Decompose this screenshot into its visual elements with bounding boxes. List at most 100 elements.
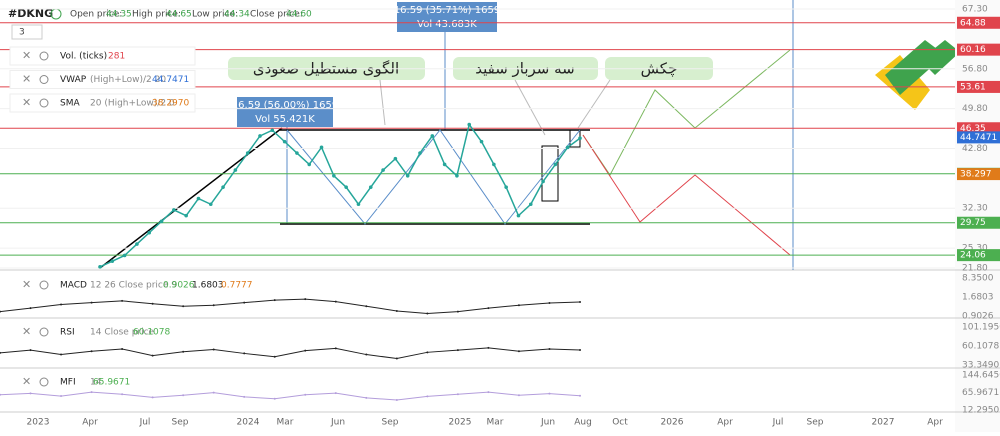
panel-tick: 8.3500 — [962, 274, 994, 284]
price-point — [307, 162, 312, 167]
mfi-point — [0, 393, 1, 396]
macd-point — [273, 299, 276, 302]
price-point — [356, 202, 361, 207]
x-tick-label: Mar — [487, 418, 504, 428]
rsi-point — [151, 354, 154, 357]
price-point — [393, 156, 398, 161]
rsi-point — [90, 350, 93, 353]
interval-value[interactable]: 3 — [19, 28, 25, 38]
settings-icon[interactable] — [39, 377, 49, 387]
drawings — [99, 49, 791, 269]
callout — [237, 97, 333, 127]
price-point — [208, 202, 213, 207]
price-tag — [957, 131, 1000, 144]
rsi-point — [548, 347, 551, 350]
x-tick-label: Sep — [172, 418, 189, 428]
price-point — [368, 185, 373, 189]
price-line — [99, 122, 581, 268]
price-point — [430, 134, 435, 138]
panel-params: 12 26 Close price 9 — [90, 281, 177, 291]
x-tick-label: Jun — [330, 418, 345, 428]
close-value: 44.60 — [286, 10, 312, 20]
close-icon[interactable]: ✕ — [22, 375, 31, 388]
price-tag — [957, 168, 1000, 181]
close-icon[interactable]: ✕ — [22, 73, 31, 86]
price-point — [270, 128, 275, 133]
price-tag-label: 24.06 — [960, 251, 986, 261]
macd-point — [151, 302, 154, 305]
close-icon[interactable]: ✕ — [22, 96, 31, 109]
macd-point — [212, 304, 215, 307]
price-point — [442, 162, 447, 167]
price-point — [233, 168, 238, 172]
price-point — [541, 179, 545, 184]
rsi-line — [0, 347, 581, 359]
mfi-point — [304, 393, 307, 396]
panel-tick: 65.9671 — [962, 388, 999, 398]
x-tick-label: Aug — [574, 418, 592, 428]
rsi-point — [0, 351, 1, 354]
settings-icon[interactable] — [39, 280, 49, 290]
price-point — [332, 173, 336, 178]
price-tag-label: 60.16 — [960, 45, 986, 55]
price-point — [504, 185, 508, 189]
x-tick-label: Jun — [540, 418, 555, 428]
panel-label: MFI — [60, 378, 76, 388]
price-point — [528, 202, 533, 207]
panel-tick: 33.3490 — [962, 361, 999, 371]
price-point — [578, 136, 582, 141]
x-tick-label: Mar — [277, 418, 294, 428]
mfi-point — [182, 394, 185, 397]
panel-value: 65.9671 — [93, 378, 130, 388]
price-point — [492, 162, 496, 167]
price-axis — [955, 0, 1000, 432]
callout-text: 16.59 (35.71%) 1659 — [394, 5, 500, 16]
mfi-point — [365, 396, 368, 399]
rsi-point — [121, 347, 124, 350]
y-tick-label: 42.80 — [962, 144, 988, 154]
mfi-point — [90, 391, 93, 394]
open-label: Open price: — [70, 10, 122, 20]
settings-icon[interactable] — [39, 98, 49, 108]
rsi-point — [487, 346, 490, 349]
close-label: Close price: — [250, 10, 303, 20]
price-point — [258, 134, 262, 138]
x-tick-label: Sep — [807, 418, 824, 428]
macd-point — [182, 305, 185, 308]
callout-text: 16.59 (56.00%) 1659 — [232, 100, 338, 111]
x-tick-label: Sep — [382, 418, 399, 428]
pointer — [379, 79, 386, 126]
price-point — [381, 168, 385, 172]
close-icon[interactable]: ✕ — [22, 278, 31, 291]
price-point — [245, 151, 250, 155]
panel-value: 60.1078 — [133, 328, 170, 338]
close-icon[interactable]: ✕ — [22, 325, 31, 338]
rsi-point — [365, 353, 368, 356]
price-point — [295, 151, 299, 155]
price-point — [418, 151, 422, 155]
interval-dropdown[interactable] — [11, 24, 43, 40]
rsi-point — [426, 351, 429, 354]
y-tick-label: 67.30 — [962, 5, 988, 15]
panel-tick: 12.2950 — [962, 406, 999, 416]
macd-point — [365, 305, 368, 308]
close-icon[interactable]: ✕ — [22, 49, 31, 62]
price-point — [221, 185, 225, 189]
panel-value: 0.9026 — [163, 281, 195, 291]
settings-icon[interactable] — [39, 327, 49, 337]
legend-box — [9, 46, 196, 66]
mfi-point — [29, 392, 32, 395]
settings-icon[interactable] — [39, 75, 49, 84]
panel-tick: 144.6450 — [962, 371, 1000, 381]
rsi-point — [579, 349, 581, 352]
panel-label: RSI — [60, 328, 75, 338]
high-value: 44.65 — [166, 10, 192, 20]
macd-point — [243, 301, 246, 304]
price-point — [516, 213, 521, 218]
price-point — [553, 162, 558, 167]
mfi-point — [273, 397, 276, 400]
y-tick-label: 32.30 — [962, 204, 988, 214]
settings-icon[interactable] — [39, 51, 49, 61]
mfi-point — [60, 395, 63, 398]
price-point — [159, 219, 164, 224]
